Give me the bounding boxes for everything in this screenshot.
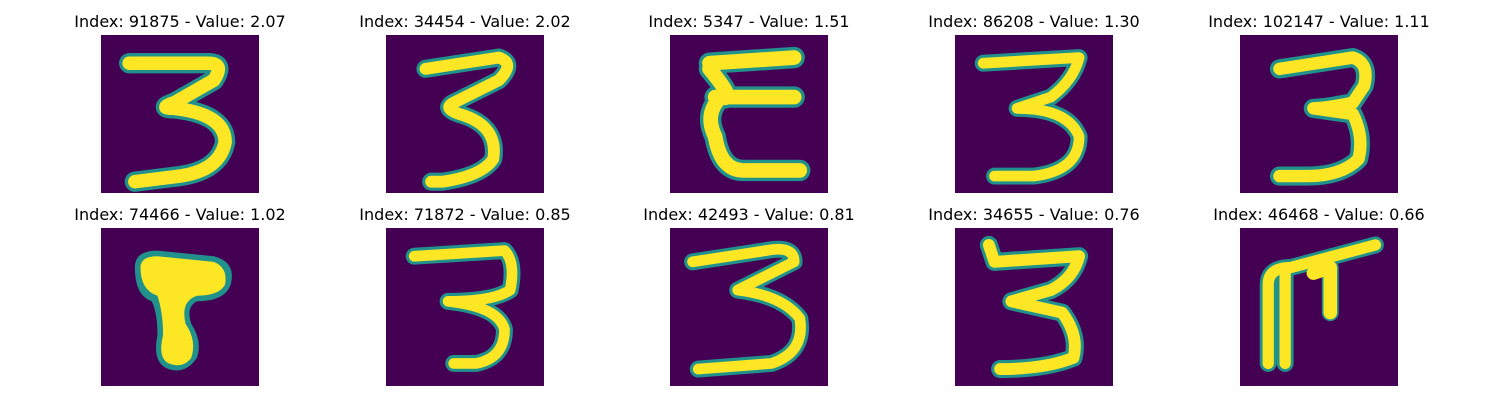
digit-image (1240, 228, 1398, 386)
digit-image (386, 35, 544, 193)
digit-image (386, 228, 544, 386)
panel-title: Index: 71872 - Value: 0.85 (359, 205, 571, 224)
panel-title: Index: 34655 - Value: 0.76 (928, 205, 1140, 224)
panel-title: Index: 86208 - Value: 1.30 (928, 12, 1140, 31)
digit-image (101, 35, 259, 193)
panel-title: Index: 46468 - Value: 0.66 (1213, 205, 1425, 224)
panel-title: Index: 102147 - Value: 1.11 (1208, 12, 1430, 31)
blob-glyph (134, 250, 232, 371)
digit-image (955, 35, 1113, 193)
digit-image (1240, 35, 1398, 193)
digit-3-glyph (684, 240, 810, 378)
digit-image (670, 228, 828, 386)
panel-title: Index: 5347 - Value: 1.51 (648, 12, 850, 31)
digit-3-glyph (1269, 47, 1376, 186)
hook-glyph (1259, 236, 1384, 372)
digit-image (101, 228, 259, 386)
panel-title: Index: 42493 - Value: 0.81 (643, 205, 855, 224)
panel-title: Index: 74466 - Value: 1.02 (74, 205, 286, 224)
panel-title: Index: 34454 - Value: 2.02 (359, 12, 571, 31)
digit-3-flat-glyph (698, 46, 811, 182)
digit-3-glyph (416, 48, 517, 191)
digit-3-glyph (119, 53, 236, 192)
digit-image (955, 228, 1113, 386)
digit-3-glyph (974, 49, 1088, 185)
digit-3-glyph (979, 235, 1089, 379)
panel-title: Index: 91875 - Value: 2.07 (74, 12, 286, 31)
digit-image (670, 35, 828, 193)
digit-3-glyph (405, 242, 521, 372)
